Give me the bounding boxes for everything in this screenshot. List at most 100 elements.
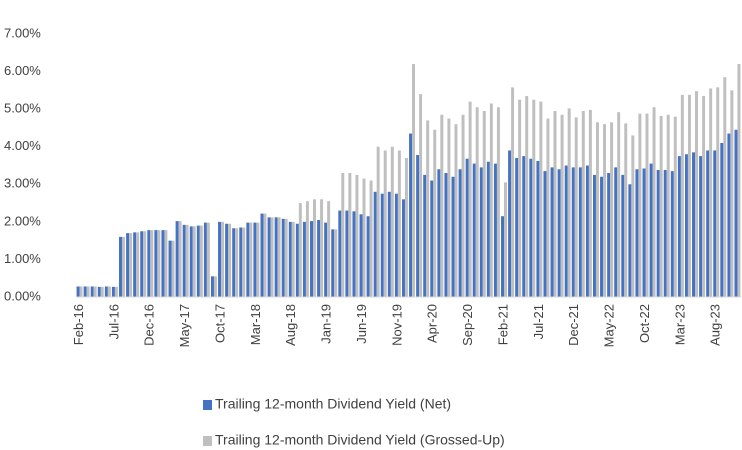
bar xyxy=(199,225,203,297)
bar xyxy=(666,114,670,298)
bar xyxy=(511,87,515,297)
bar xyxy=(182,224,186,297)
bar xyxy=(680,94,684,297)
bar xyxy=(642,168,646,297)
bar xyxy=(649,163,653,297)
bar xyxy=(720,142,724,297)
bar xyxy=(100,286,104,297)
bar xyxy=(345,210,349,297)
x-tick-label: Mar-18 xyxy=(248,304,263,345)
bar xyxy=(380,193,384,297)
bar xyxy=(114,286,118,297)
x-tick-label: Oct-17 xyxy=(212,304,227,343)
bar xyxy=(550,167,554,297)
bar xyxy=(331,229,335,297)
x-tick-label: Feb-21 xyxy=(495,304,510,345)
x-tick-label: Jul-16 xyxy=(106,304,121,339)
bar xyxy=(383,150,387,297)
bar xyxy=(614,167,618,297)
bar xyxy=(129,233,133,297)
bar xyxy=(310,221,313,297)
bar xyxy=(143,231,147,297)
y-tick-label: 7.00% xyxy=(4,25,41,40)
bar xyxy=(621,174,625,297)
bar xyxy=(348,173,352,297)
bar xyxy=(479,167,483,297)
bar xyxy=(369,180,373,297)
bar xyxy=(263,213,267,297)
bar xyxy=(76,286,80,297)
x-tick-label: Dec-16 xyxy=(142,304,157,346)
bar xyxy=(83,286,87,297)
bar xyxy=(175,221,179,297)
y-tick-label: 2.00% xyxy=(4,213,41,228)
bar xyxy=(713,150,717,297)
bar xyxy=(539,101,543,297)
bar xyxy=(529,158,533,297)
bar xyxy=(564,165,568,297)
bar xyxy=(373,191,377,297)
bar xyxy=(104,286,108,297)
bar xyxy=(645,113,649,297)
bar xyxy=(486,161,490,297)
bar xyxy=(362,178,366,297)
bar xyxy=(228,223,232,297)
bar xyxy=(493,163,497,297)
bar xyxy=(659,115,663,297)
bar xyxy=(409,133,413,297)
bar xyxy=(727,133,731,297)
bar xyxy=(656,170,660,297)
bar xyxy=(107,286,111,297)
bar xyxy=(652,107,656,297)
bar xyxy=(288,221,292,297)
bar xyxy=(312,199,316,297)
bar xyxy=(79,286,83,297)
bar xyxy=(97,286,101,297)
bar xyxy=(90,286,94,297)
bar xyxy=(338,210,342,297)
bar xyxy=(225,223,229,297)
bar xyxy=(154,230,158,297)
bar xyxy=(416,154,420,297)
bar xyxy=(133,232,137,297)
bar xyxy=(670,171,674,297)
bar xyxy=(249,222,253,297)
bar xyxy=(482,111,486,298)
x-tick-label: Apr-20 xyxy=(425,304,440,343)
bar xyxy=(444,173,448,297)
bar xyxy=(617,112,621,297)
bar xyxy=(366,216,370,297)
bar xyxy=(86,286,90,297)
bar xyxy=(161,230,165,297)
bar xyxy=(235,228,239,297)
bar xyxy=(515,157,519,297)
bar xyxy=(560,114,564,298)
bar xyxy=(716,87,720,297)
bar xyxy=(274,217,278,297)
bar xyxy=(426,120,430,298)
bar xyxy=(412,64,416,297)
x-tick-label: May-17 xyxy=(177,304,192,347)
bar xyxy=(401,199,405,297)
bar xyxy=(178,221,182,297)
bar xyxy=(189,226,193,297)
bar xyxy=(734,129,738,297)
bar xyxy=(320,199,324,297)
bar xyxy=(687,94,691,297)
bar xyxy=(723,77,727,297)
bar xyxy=(404,157,408,297)
bar xyxy=(692,152,696,297)
bar xyxy=(210,276,214,297)
bar xyxy=(447,118,451,298)
bar xyxy=(206,222,210,297)
bar xyxy=(624,123,628,297)
bar xyxy=(324,222,328,297)
y-tick-label: 5.00% xyxy=(4,101,41,116)
bar xyxy=(196,225,200,297)
bar xyxy=(334,229,338,297)
bar xyxy=(465,158,469,297)
bar xyxy=(567,108,571,298)
bar xyxy=(298,203,302,297)
bar xyxy=(699,156,703,297)
bar xyxy=(140,231,144,297)
